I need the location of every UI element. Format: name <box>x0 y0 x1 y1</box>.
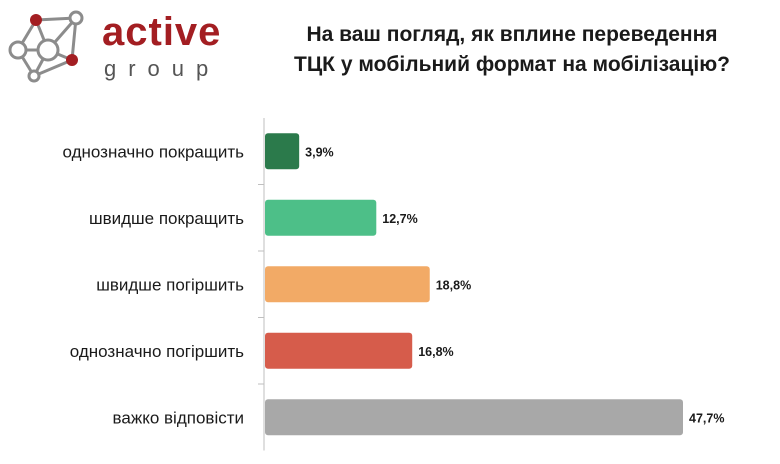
chart-title-line-2: ТЦК у мобільний формат на мобілізацію? <box>294 53 730 76</box>
bar <box>265 266 430 303</box>
value-label: 16,8% <box>418 345 453 359</box>
category-label: однозначно погіршить <box>70 342 244 361</box>
category-label: швидше покращить <box>89 209 244 228</box>
value-label: 18,8% <box>436 278 471 292</box>
bar <box>265 399 683 436</box>
value-label: 12,7% <box>382 212 417 226</box>
chart-title-line-1: На ваш погляд, як вплине переведення <box>306 23 718 46</box>
value-label: 47,7% <box>689 411 724 425</box>
bar <box>265 199 377 236</box>
chart-title: На ваш погляд, як вплине переведення ТЦК… <box>262 20 762 80</box>
logo-word-active: active <box>102 10 222 54</box>
category-label: однозначно покращить <box>63 142 245 161</box>
category-label: важко відповісти <box>113 408 244 427</box>
network-logo-icon <box>8 10 84 83</box>
active-group-logo: active group <box>6 8 266 88</box>
bar <box>265 332 413 369</box>
logo-word-group: group <box>104 56 221 81</box>
bar <box>265 133 300 170</box>
value-label: 3,9% <box>305 145 334 159</box>
category-label: швидше погіршить <box>96 275 244 294</box>
